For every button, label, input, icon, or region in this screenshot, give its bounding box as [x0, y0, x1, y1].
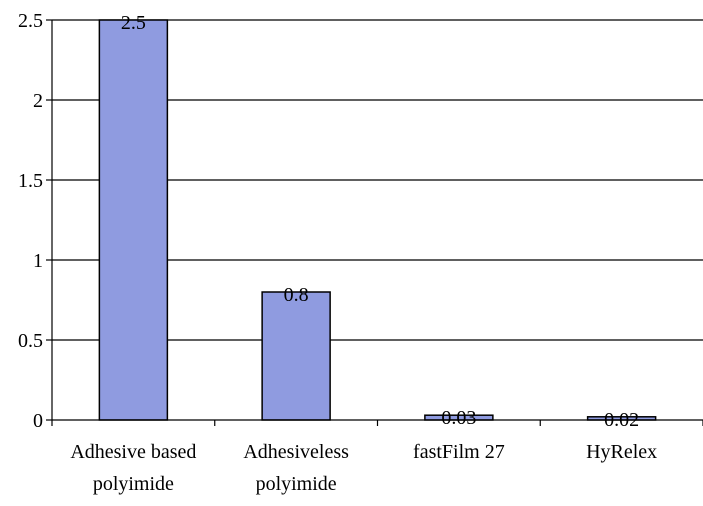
y-tick-label: 0 — [33, 410, 43, 432]
y-tick-label: 0.5 — [18, 330, 43, 352]
x-axis-category-labels: Adhesive based polyimide Adhesiveless polyi… — [70, 441, 657, 495]
x-category-label: polyimide — [93, 473, 174, 495]
data-labels: 2.5 0.8 0.03 0.02 — [121, 12, 639, 431]
x-category-label: HyRelex — [586, 441, 657, 463]
x-category-label: polyimide — [256, 473, 337, 495]
x-category-label: Adhesiveless — [243, 441, 349, 463]
data-label: 2.5 — [121, 12, 146, 34]
y-tick-label: 2 — [33, 90, 43, 112]
data-label: 0.02 — [604, 409, 639, 431]
y-axis-tick-labels: 0 0.5 1 1.5 2 2.5 — [18, 10, 43, 432]
bar — [98, 19, 169, 421]
x-category-label: fastFilm 27 — [413, 441, 505, 463]
bars — [98, 19, 657, 421]
y-tick-label: 2.5 — [18, 10, 43, 32]
x-category-label: Adhesive based — [70, 441, 196, 463]
data-label: 0.8 — [284, 284, 309, 306]
data-label: 0.03 — [441, 407, 476, 429]
y-tick-label: 1 — [33, 250, 43, 272]
axes — [46, 19, 703, 426]
y-tick-label: 1.5 — [18, 170, 43, 192]
bar — [261, 291, 331, 421]
